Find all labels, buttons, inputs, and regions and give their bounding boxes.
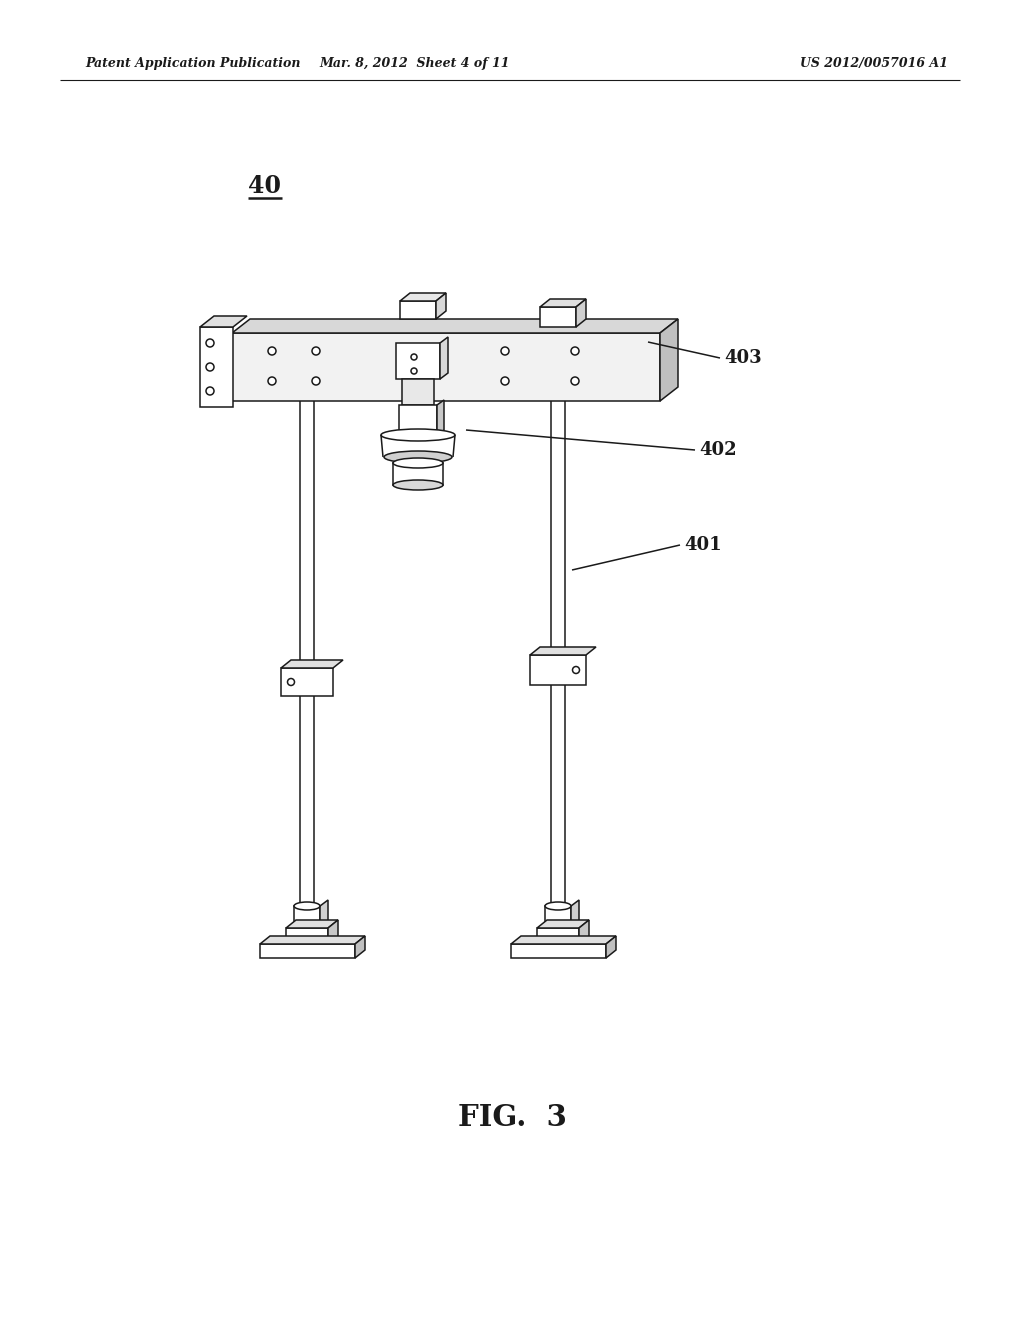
Polygon shape: [511, 936, 616, 944]
Text: 40: 40: [248, 174, 281, 198]
Polygon shape: [571, 900, 579, 928]
Circle shape: [206, 363, 214, 371]
Polygon shape: [319, 900, 328, 928]
Bar: [545, 906, 571, 928]
Polygon shape: [260, 936, 365, 944]
Polygon shape: [440, 337, 449, 379]
Bar: [540, 308, 575, 327]
Bar: [402, 379, 434, 405]
Bar: [530, 655, 586, 685]
Bar: [400, 301, 436, 319]
Circle shape: [571, 378, 579, 385]
Bar: [399, 405, 437, 436]
Polygon shape: [530, 647, 596, 655]
Circle shape: [411, 354, 417, 360]
Polygon shape: [232, 319, 678, 333]
Ellipse shape: [294, 902, 319, 909]
Polygon shape: [575, 300, 586, 327]
Ellipse shape: [393, 458, 443, 469]
Bar: [281, 668, 333, 696]
Bar: [537, 928, 579, 944]
Bar: [396, 343, 440, 379]
Bar: [286, 928, 328, 944]
Circle shape: [571, 347, 579, 355]
Text: FIG.  3: FIG. 3: [458, 1104, 566, 1133]
Polygon shape: [540, 300, 586, 308]
Circle shape: [312, 347, 319, 355]
Circle shape: [501, 347, 509, 355]
Circle shape: [268, 378, 276, 385]
Text: 401: 401: [684, 536, 722, 554]
Bar: [260, 944, 355, 958]
Circle shape: [572, 667, 580, 673]
Bar: [511, 944, 606, 958]
Text: Patent Application Publication: Patent Application Publication: [85, 57, 300, 70]
Polygon shape: [537, 920, 589, 928]
Ellipse shape: [545, 902, 571, 909]
Polygon shape: [281, 660, 343, 668]
Bar: [393, 463, 443, 484]
Polygon shape: [437, 400, 444, 436]
Circle shape: [206, 339, 214, 347]
Circle shape: [288, 678, 295, 685]
Ellipse shape: [393, 480, 443, 490]
Polygon shape: [355, 936, 365, 958]
Ellipse shape: [384, 451, 452, 463]
Circle shape: [501, 378, 509, 385]
Polygon shape: [400, 293, 446, 301]
Polygon shape: [328, 920, 338, 944]
Bar: [232, 333, 660, 401]
Bar: [294, 906, 319, 928]
Bar: [300, 360, 314, 931]
Bar: [200, 327, 233, 407]
Polygon shape: [286, 920, 338, 928]
Circle shape: [312, 378, 319, 385]
Text: 403: 403: [724, 348, 762, 367]
Text: 402: 402: [699, 441, 736, 459]
Circle shape: [206, 387, 214, 395]
Text: Mar. 8, 2012  Sheet 4 of 11: Mar. 8, 2012 Sheet 4 of 11: [319, 57, 510, 70]
Polygon shape: [660, 319, 678, 401]
Ellipse shape: [381, 429, 455, 441]
Text: US 2012/0057016 A1: US 2012/0057016 A1: [800, 57, 948, 70]
Polygon shape: [606, 936, 616, 958]
Circle shape: [411, 368, 417, 374]
Circle shape: [268, 347, 276, 355]
Polygon shape: [200, 315, 247, 327]
Bar: [551, 360, 565, 931]
Polygon shape: [579, 920, 589, 944]
Polygon shape: [436, 293, 446, 319]
